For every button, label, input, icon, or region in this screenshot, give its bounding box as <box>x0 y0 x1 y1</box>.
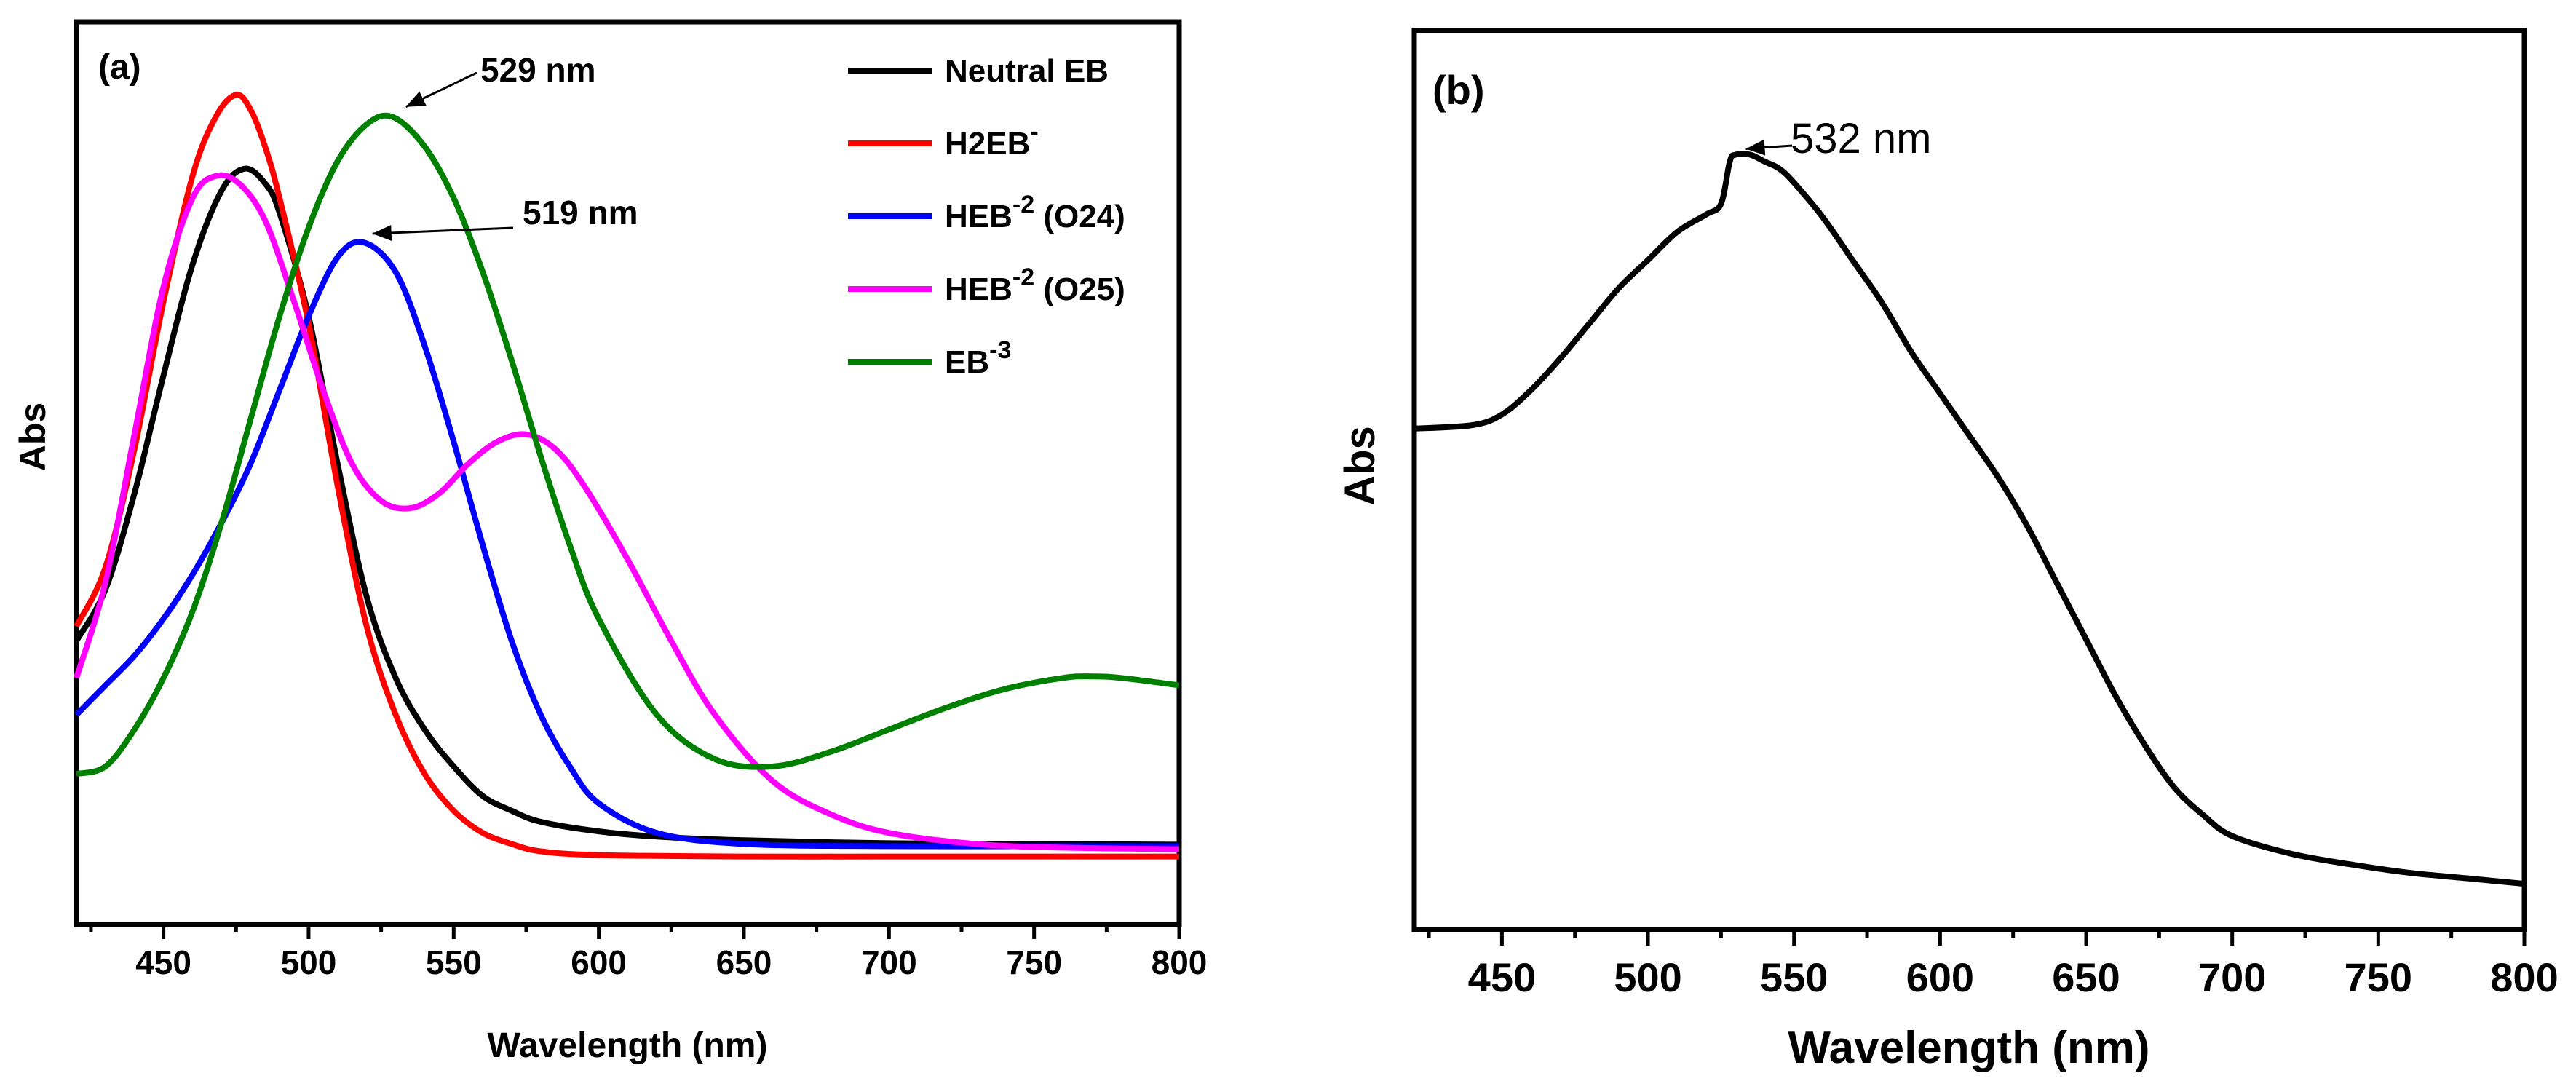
x-tick-label: 800 <box>1152 943 1208 981</box>
x-tick-label: 700 <box>2198 954 2266 1000</box>
series-line-heb-2-o24- <box>74 239 1179 850</box>
panel-b-curves <box>1414 151 2525 887</box>
legend-label: HEB-2 (O24) <box>945 191 1125 234</box>
x-tick-label: 500 <box>281 943 337 981</box>
annotation-519nm: 519 nm <box>523 194 638 231</box>
panel-b-annotations: 532 nm <box>1745 115 1931 162</box>
x-tick-label: 450 <box>135 943 191 981</box>
series-line-neutral-eb <box>74 165 1180 848</box>
panel-b-label: (b) <box>1432 67 1485 113</box>
panel-b-frame <box>1411 28 2527 932</box>
panel-a-curves <box>74 92 1180 860</box>
annotation-532nm: 532 nm <box>1791 115 1931 162</box>
series-line-spectrum <box>1414 151 2525 887</box>
x-tick-label: 600 <box>571 943 627 981</box>
legend-label: EB-3 <box>945 336 1011 380</box>
panel-a-label: (a) <box>98 48 141 87</box>
panel-b-x-axis-title: Wavelength (nm) <box>1788 1023 2149 1073</box>
panel-a-y-axis-title: Abs <box>12 403 53 471</box>
x-tick-label: 650 <box>2052 954 2120 1000</box>
panel-b-y-axis-title: Abs <box>1336 426 1384 506</box>
x-tick-label: 750 <box>1006 943 1062 981</box>
panel-a-x-ticks: 450 500 550 600 650 700 750 800 <box>89 924 1208 981</box>
x-tick-label: 750 <box>2345 954 2412 1000</box>
annotation-519nm-arrow-head <box>372 224 392 241</box>
x-tick-label: 450 <box>1468 954 1536 1000</box>
panel-a-annotations: 529 nm 519 nm <box>372 51 638 241</box>
x-tick-label: 500 <box>1614 954 1681 1000</box>
x-tick-label: 650 <box>716 943 772 981</box>
panel-b-x-ticks: 450 500 550 600 650 700 750 800 <box>1427 930 2559 1000</box>
annotation-529nm: 529 nm <box>480 51 596 89</box>
annotation-532nm-arrow-head <box>1745 139 1766 156</box>
panel-a: 450 500 550 600 650 700 750 800 Neutral EB H2EB-… <box>12 19 1208 1065</box>
x-tick-label: 550 <box>1760 954 1828 1000</box>
legend-label: HEB-2 (O25) <box>945 264 1125 307</box>
x-tick-label: 700 <box>861 943 917 981</box>
x-tick-label: 800 <box>2490 954 2558 1000</box>
series-line-heb-2-o25- <box>74 172 1180 852</box>
x-tick-label: 600 <box>1906 954 1974 1000</box>
annotation-519nm-arrow-line <box>372 226 514 235</box>
panel-b: 450 500 550 600 650 700 750 800 532 nm (b) Wave… <box>1336 28 2559 1073</box>
panel-a-frame <box>74 19 1182 927</box>
panel-a-legend: Neutral EB H2EB- HEB-2 (O24) HEB-2 (O25) EB-… <box>848 53 1125 380</box>
series-line-eb-3 <box>76 112 1180 777</box>
legend-label: H2EB- <box>945 118 1039 162</box>
legend-label: Neutral EB <box>945 53 1109 89</box>
x-tick-label: 550 <box>426 943 482 981</box>
annotation-529nm-arrow-head <box>405 91 427 107</box>
panel-a-x-axis-title: Wavelength (nm) <box>488 1026 768 1065</box>
